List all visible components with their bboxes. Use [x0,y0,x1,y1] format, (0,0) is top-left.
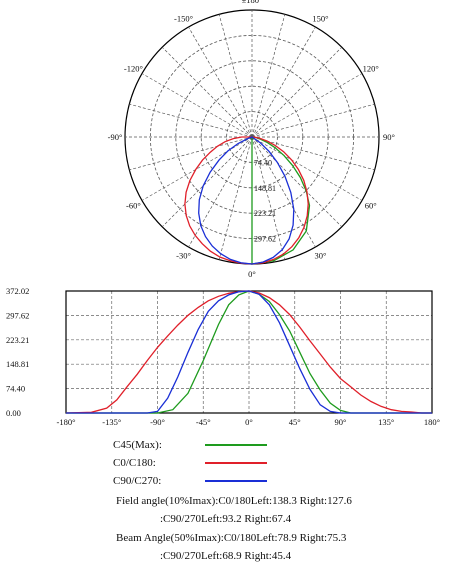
polar-series-c90-c270- [198,136,295,265]
polar-spoke [129,103,253,138]
beam-angle-line-2: :C90/270Left:68.9 Right:45.4 [160,550,292,562]
y-tick-label: 223.21 [6,335,29,345]
polar-series-c0-c180- [184,136,309,265]
y-tick-label: 74.40 [6,384,25,394]
polar-spoke [251,136,363,201]
legend-label-c90-c270: C90/C270: [113,475,162,487]
polar-angle-label: 30° [315,251,327,261]
x-tick-label: 135° [378,417,394,427]
polar-spoke [251,46,343,138]
polar-angle-label: 60° [365,201,377,211]
polar-angle-label: -150° [174,13,193,23]
x-tick-label: 90° [335,417,347,427]
polar-spoke [251,103,375,138]
polar-spoke [251,26,316,138]
line-series-c90-c270- [66,290,432,414]
y-tick-label: 0.00 [6,408,21,418]
y-tick-label: 372.02 [6,286,29,296]
polar-spoke [251,14,286,138]
linear-intensity-chart: 0.00 74.40 148.81 223.21 297.62 372.02 -180° -1… [6,286,440,427]
line-series-c45-max- [66,290,432,414]
polar-spoke [161,46,253,138]
polar-spoke [218,136,253,260]
polar-spoke [251,136,375,171]
polar-angle-label: 150° [312,13,328,23]
line-series-c0-c180- [65,290,432,414]
polar-angle-label: 0° [248,269,256,279]
polar-ring-value-label: 148.81 [254,184,276,193]
polar-ring-value-label: 297.62 [254,235,276,244]
polar-angle-label: -30° [176,251,191,261]
legend-line-c90-c270 [205,480,267,482]
y-tick-label: 148.81 [6,359,29,369]
legend-label-c0-c180: C0/C180: [113,457,156,469]
polar-spoke [251,136,286,260]
x-tick-label: -180° [57,417,76,427]
x-tick-label: -135° [102,417,121,427]
polar-spoke [161,136,253,228]
field-angle-line-1: Field angle(10%Imax):C0/180Left:138.3 Ri… [116,495,352,507]
polar-spoke [141,136,253,201]
polar-spoke [218,14,253,138]
x-tick-label: -90° [150,417,165,427]
polar-angle-label: -120° [124,64,143,74]
polar-spoke [251,73,363,138]
polar-spoke [251,136,343,228]
polar-ring-value-label: 223.21 [254,209,276,218]
x-tick-label: -45° [196,417,211,427]
polar-intensity-chart: ±180° 150° 120° 90° 60° 30° 0° -30° -60° -90° -120… [108,0,395,279]
polar-angle-label: ±180° [242,0,263,5]
polar-spoke [129,136,253,171]
polar-angle-label: 120° [363,64,379,74]
x-tick-label: 0° [245,417,253,427]
polar-angle-label: -90° [108,132,123,142]
polar-spoke [251,136,316,248]
polar-spoke [188,136,253,248]
y-tick-label: 297.62 [6,310,29,320]
polar-spoke [188,26,253,138]
legend-line-c0-c180 [205,462,267,464]
polar-angle-label: 90° [383,132,395,142]
field-angle-line-2: :C90/270Left:93.2 Right:67.4 [160,513,292,525]
legend-label-c45: C45(Max): [113,439,162,451]
x-tick-label: 45° [289,417,301,427]
polar-angle-label: -60° [126,201,141,211]
beam-angle-line-1: Beam Angle(50%Imax):C0/180Left:78.9 Righ… [116,532,347,544]
polar-ring-value-label: 74.40 [254,158,272,167]
polar-spoke [141,73,253,138]
legend-line-c45 [205,444,267,446]
x-tick-label: 180° [424,417,440,427]
